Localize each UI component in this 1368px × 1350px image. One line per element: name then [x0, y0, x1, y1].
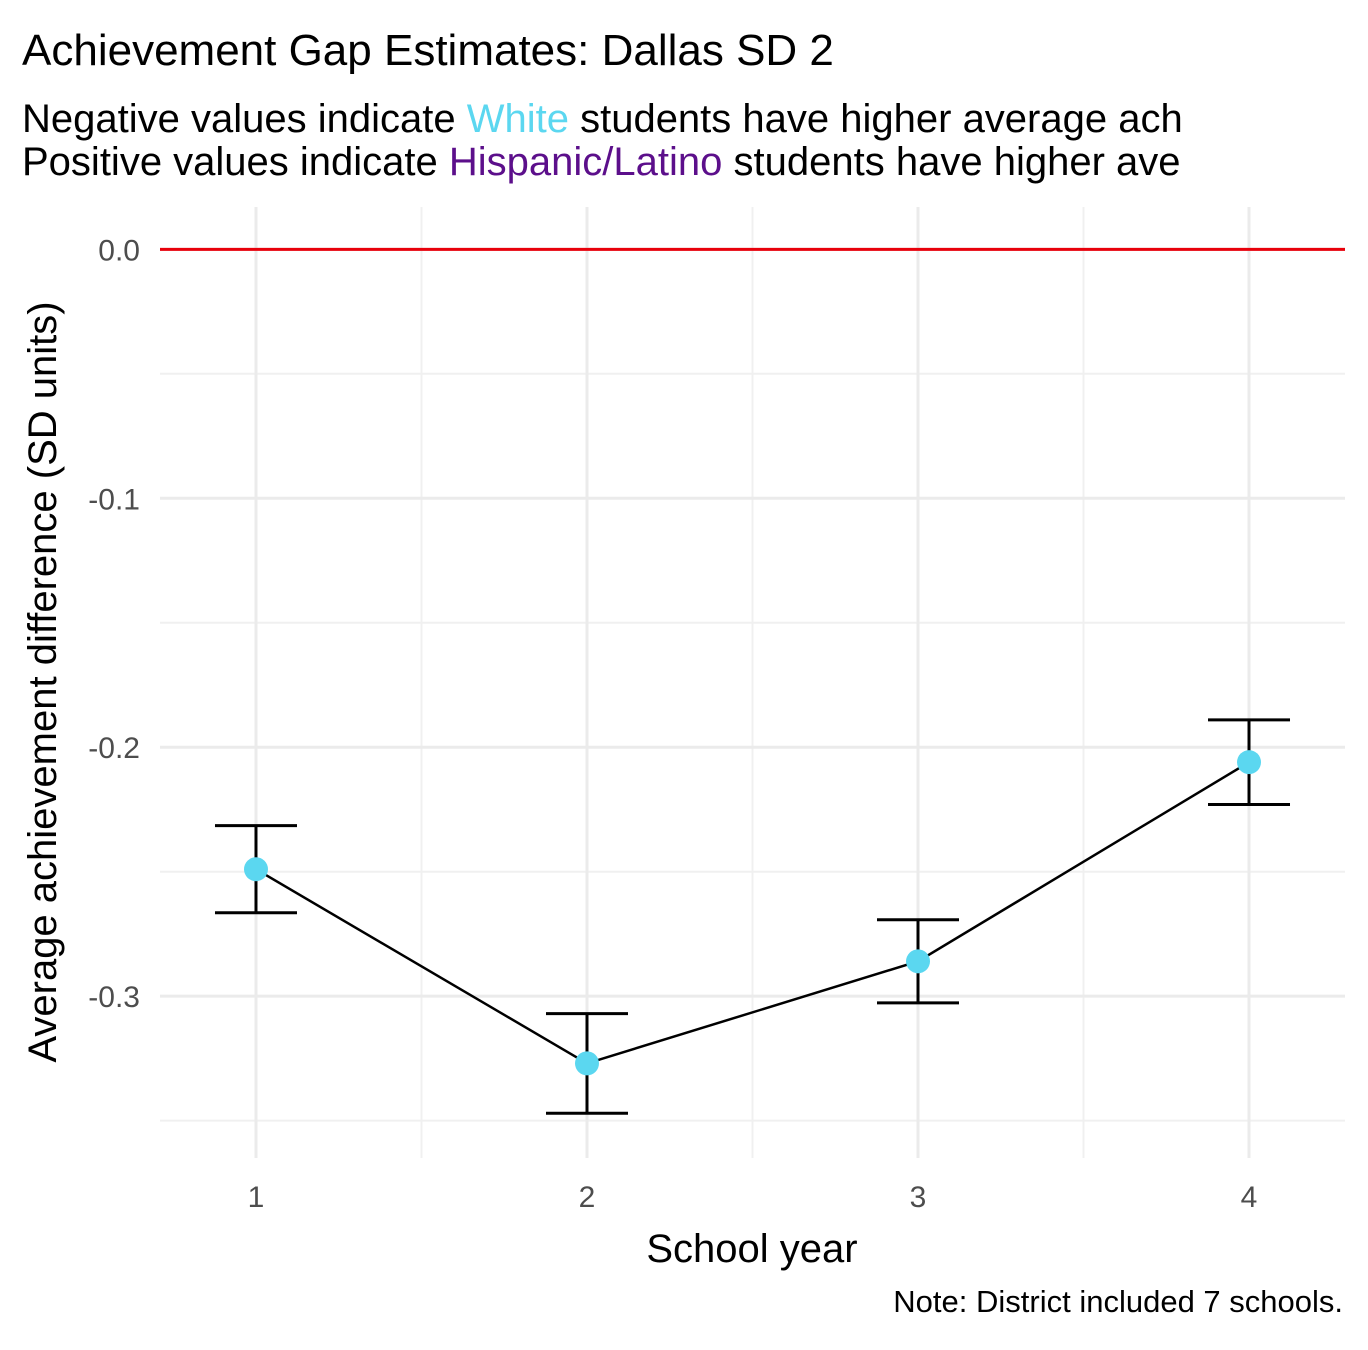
subtitle-part: Hispanic/Latino: [449, 140, 723, 184]
subtitle-part: Negative values indicate: [22, 97, 467, 141]
caption: Note: District included 7 schools.: [893, 1284, 1343, 1319]
grid: [160, 207, 1345, 1158]
chart-title: Achievement Gap Estimates: Dallas SD 2: [22, 26, 834, 75]
chart-subtitle: Positive values indicate Hispanic/Latino…: [22, 140, 1181, 184]
x-axis-label: School year: [646, 1227, 857, 1271]
series-line: [255, 761, 1250, 1065]
data-point: [906, 949, 931, 974]
x-tick-label: 1: [248, 1181, 265, 1214]
y-tick-label: -0.3: [88, 981, 140, 1014]
data-point: [1237, 750, 1262, 775]
x-tick-label: 4: [1241, 1181, 1258, 1214]
x-tick-label: 3: [910, 1181, 927, 1214]
y-tick-label: 0.0: [98, 234, 140, 267]
data-point: [574, 1051, 599, 1076]
x-tick-label: 2: [579, 1181, 596, 1214]
y-axis-label: Average achievement difference (SD units…: [21, 301, 65, 1062]
data-point: [243, 857, 268, 882]
subtitle-part: students have higher average ach: [569, 97, 1183, 141]
y-tick-label: -0.1: [88, 483, 140, 516]
subtitle-part: students have higher ave: [722, 140, 1180, 184]
subtitle-part: Positive values indicate: [22, 140, 449, 184]
chart-subtitle: Negative values indicate White students …: [22, 97, 1183, 141]
y-tick-label: -0.2: [88, 732, 140, 765]
subtitle-part: White: [467, 97, 569, 141]
